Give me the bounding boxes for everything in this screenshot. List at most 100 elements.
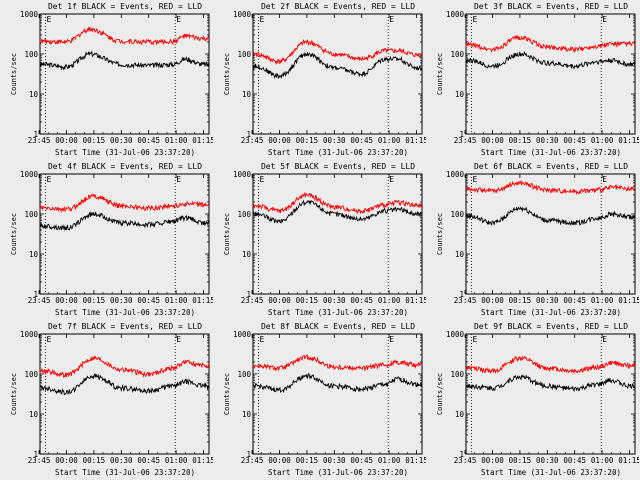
plot-area: 1 10 100 1000 23:45 00:00 00:15 00:30 00:45 01:00… [20, 170, 213, 305]
x-tick-label: 01:00 [165, 136, 188, 145]
plot-area: 1 10 100 1000 23:45 00:00 00:15 00:30 00:45 01:00… [233, 330, 426, 465]
plot-area: 1 10 100 1000 23:45 00:00 00:15 00:30 00:45 01:00… [20, 330, 213, 465]
events-series-line [465, 206, 636, 226]
event-marker-label: E [472, 15, 477, 24]
event-marker-label: E [176, 335, 181, 344]
y-tick-label: 10 [29, 250, 39, 259]
event-marker-label: E [259, 335, 264, 344]
x-tick-label: 00:00 [55, 296, 78, 305]
panel-title: Det 9f BLACK = Events, RED = LLD [473, 322, 629, 331]
x-axis-label: Start Time (31-Jul-06 23:37:20) [55, 468, 195, 477]
x-tick-label: 01:00 [378, 456, 401, 465]
x-tick-label: 00:45 [137, 456, 160, 465]
event-marker-label: E [46, 15, 51, 24]
lld-series-line [252, 38, 423, 66]
x-tick-label: 00:30 [536, 456, 559, 465]
x-tick-label: 23:45 [454, 136, 477, 145]
events-series-line [39, 373, 210, 396]
x-tick-label: 00:00 [481, 136, 504, 145]
event-marker-label: E [472, 335, 477, 344]
x-tick-label: 23:45 [241, 136, 264, 145]
events-series-line [39, 211, 210, 232]
x-tick-label: 01:15 [405, 136, 426, 145]
x-tick-label: 23:45 [454, 456, 477, 465]
y-tick-label: 1000 [233, 330, 252, 339]
x-tick-label: 00:15 [296, 296, 319, 305]
y-tick-label: 10 [29, 90, 39, 99]
y-tick-label: 1000 [233, 170, 252, 179]
detector-panel: Det 9f BLACK = Events, RED = LLD Start Ti… [426, 320, 639, 480]
x-tick-label: 00:00 [481, 296, 504, 305]
y-tick-label: 100 [237, 210, 251, 219]
y-tick-label: 1 [246, 290, 251, 299]
lld-series-line [252, 354, 423, 372]
y-tick-label: 100 [24, 50, 38, 59]
event-marker-label: E [472, 175, 477, 184]
y-tick-label: 1 [459, 130, 464, 139]
y-tick-label: 1 [246, 130, 251, 139]
y-tick-label: 10 [242, 90, 252, 99]
panel-title: Det 4f BLACK = Events, RED = LLD [47, 162, 203, 171]
events-series-line [252, 372, 423, 394]
plot-frame [252, 13, 423, 135]
x-tick-label: 00:00 [55, 456, 78, 465]
detector-panel: Det 4f BLACK = Events, RED = LLD Start Ti… [0, 160, 213, 320]
lld-series-line [465, 34, 636, 54]
panel-title: Det 5f BLACK = Events, RED = LLD [260, 162, 416, 171]
x-tick-label: 00:45 [350, 456, 373, 465]
x-tick-label: 23:45 [28, 296, 51, 305]
event-marker-label: E [602, 15, 607, 24]
lld-series-line [252, 191, 423, 215]
y-tick-label: 10 [242, 410, 252, 419]
plot-area: 1 10 100 1000 23:45 00:00 00:15 00:30 00:45 01:00… [446, 170, 639, 305]
detector-panel: Det 7f BLACK = Events, RED = LLD Start Ti… [0, 320, 213, 480]
y-tick-label: 100 [237, 50, 251, 59]
y-tick-label: 1 [459, 290, 464, 299]
plot-area: 1 10 100 1000 23:45 00:00 00:15 00:30 00:45 01:00… [20, 10, 213, 145]
plot-area: 1 10 100 1000 23:45 00:00 00:15 00:30 00:45 01:00… [233, 170, 426, 305]
x-tick-label: 00:15 [296, 136, 319, 145]
x-tick-label: 01:00 [591, 296, 614, 305]
x-tick-label: 00:15 [83, 456, 106, 465]
plot-frame [465, 173, 636, 295]
detector-panel: Det 1f BLACK = Events, RED = LLD Start Ti… [0, 0, 213, 160]
x-tick-label: 00:00 [268, 136, 291, 145]
event-marker-label: E [259, 15, 264, 24]
x-tick-label: 01:15 [192, 296, 213, 305]
events-series-line [252, 199, 422, 224]
event-marker-label: E [46, 335, 51, 344]
x-tick-label: 00:15 [83, 296, 106, 305]
event-marker-label: E [176, 15, 181, 24]
event-marker-label: E [602, 175, 607, 184]
x-tick-label: 00:45 [563, 136, 586, 145]
events-series-line [465, 374, 636, 393]
x-tick-label: 01:00 [591, 456, 614, 465]
detector-panel: Det 2f BLACK = Events, RED = LLD Start Ti… [213, 0, 426, 160]
x-tick-label: 00:15 [83, 136, 106, 145]
panel-title: Det 6f BLACK = Events, RED = LLD [473, 162, 629, 171]
panel-title: Det 2f BLACK = Events, RED = LLD [260, 2, 416, 11]
event-marker-label: E [259, 175, 264, 184]
plot-frame [465, 13, 636, 135]
detector-panel: Det 5f BLACK = Events, RED = LLD Start Ti… [213, 160, 426, 320]
x-tick-label: 00:00 [268, 456, 291, 465]
panel-title: Det 1f BLACK = Events, RED = LLD [47, 2, 203, 11]
x-tick-label: 00:30 [110, 456, 133, 465]
plot-area: 1 10 100 1000 23:45 00:00 00:15 00:30 00:45 01:00… [446, 330, 639, 465]
y-tick-label: 100 [450, 370, 464, 379]
x-tick-label: 23:45 [241, 296, 264, 305]
detector-panel: Det 6f BLACK = Events, RED = LLD Start Ti… [426, 160, 639, 320]
x-tick-label: 00:15 [509, 456, 532, 465]
x-tick-label: 01:00 [165, 456, 188, 465]
y-tick-label: 1 [33, 450, 38, 459]
y-tick-label: 10 [29, 410, 39, 419]
x-tick-label: 01:00 [378, 296, 401, 305]
x-tick-label: 00:30 [323, 136, 346, 145]
plot-frame [39, 13, 210, 135]
lld-series-line [39, 355, 210, 379]
detector-panel: Det 3f BLACK = Events, RED = LLD Start Ti… [426, 0, 639, 160]
x-tick-label: 00:45 [563, 456, 586, 465]
x-tick-label: 00:15 [509, 136, 532, 145]
plot-area: 1 10 100 1000 23:45 00:00 00:15 00:30 00:45 01:00… [233, 10, 426, 145]
plot-area: 1 10 100 1000 23:45 00:00 00:15 00:30 00:45 01:00… [446, 10, 639, 145]
